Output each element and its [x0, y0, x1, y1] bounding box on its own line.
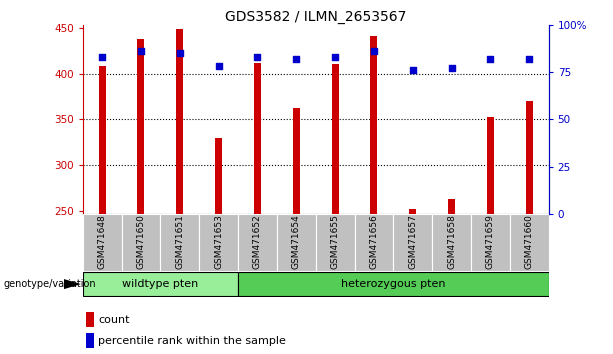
Bar: [121, 214, 161, 271]
Bar: [238, 272, 549, 296]
Bar: [161, 214, 199, 271]
Point: [408, 67, 417, 73]
Bar: [332, 64, 338, 214]
Bar: [86, 312, 94, 327]
Point: [330, 54, 340, 60]
Bar: [86, 333, 94, 348]
Bar: [293, 108, 300, 214]
Text: GSM471655: GSM471655: [330, 214, 340, 269]
Text: percentile rank within the sample: percentile rank within the sample: [98, 336, 286, 346]
Point: [485, 56, 495, 62]
Text: GSM471648: GSM471648: [97, 214, 107, 269]
Bar: [137, 40, 145, 214]
Bar: [510, 214, 549, 271]
Bar: [254, 63, 261, 214]
Bar: [409, 209, 416, 214]
Bar: [394, 214, 432, 271]
Text: GSM471658: GSM471658: [447, 214, 456, 269]
Bar: [370, 36, 378, 214]
Bar: [471, 214, 510, 271]
Text: GSM471656: GSM471656: [370, 214, 378, 269]
Point: [253, 54, 262, 60]
Point: [214, 64, 224, 69]
Text: GSM471654: GSM471654: [292, 214, 301, 269]
Text: genotype/variation: genotype/variation: [3, 279, 96, 289]
Point: [136, 48, 146, 54]
Bar: [432, 214, 471, 271]
Point: [175, 50, 185, 56]
Text: GSM471659: GSM471659: [486, 214, 495, 269]
Point: [369, 48, 379, 54]
Bar: [215, 138, 222, 214]
Text: GSM471651: GSM471651: [175, 214, 185, 269]
Point: [447, 65, 457, 71]
Title: GDS3582 / ILMN_2653567: GDS3582 / ILMN_2653567: [225, 10, 406, 24]
Bar: [177, 29, 183, 214]
Bar: [526, 101, 533, 214]
Text: GSM471653: GSM471653: [214, 214, 223, 269]
Text: GSM471652: GSM471652: [253, 214, 262, 269]
Bar: [83, 214, 121, 271]
Text: heterozygous pten: heterozygous pten: [341, 279, 446, 289]
Bar: [448, 199, 455, 214]
Bar: [83, 272, 238, 296]
Bar: [316, 214, 354, 271]
Bar: [277, 214, 316, 271]
Text: wildtype pten: wildtype pten: [122, 279, 199, 289]
Bar: [354, 214, 394, 271]
Point: [97, 54, 107, 60]
Point: [291, 56, 301, 62]
Text: GSM471657: GSM471657: [408, 214, 417, 269]
Polygon shape: [64, 279, 81, 289]
Bar: [199, 214, 238, 271]
Text: GSM471650: GSM471650: [137, 214, 145, 269]
Text: GSM471660: GSM471660: [525, 214, 534, 269]
Bar: [487, 117, 494, 214]
Bar: [99, 66, 105, 214]
Text: count: count: [98, 315, 129, 325]
Point: [524, 56, 534, 62]
Bar: [238, 214, 277, 271]
